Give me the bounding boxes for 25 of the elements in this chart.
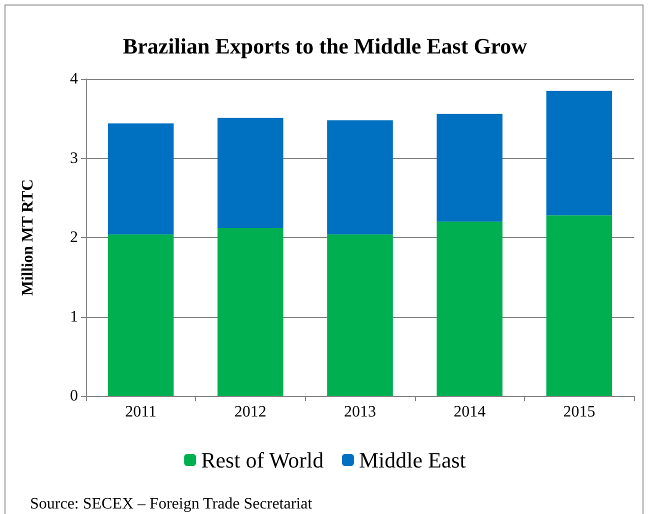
y-tick-label: 3 bbox=[70, 150, 78, 167]
bar bbox=[108, 123, 174, 234]
x-tick-label: 2014 bbox=[454, 404, 486, 420]
x-tick-label: 2012 bbox=[234, 404, 266, 420]
legend-label: Middle East bbox=[358, 448, 466, 472]
bar bbox=[218, 228, 284, 396]
x-tick-label: 2011 bbox=[125, 404, 157, 420]
y-axis-title: Million MT RTC bbox=[20, 179, 36, 296]
y-tick-label: 2 bbox=[70, 229, 78, 246]
bar bbox=[436, 114, 502, 222]
bar bbox=[218, 118, 284, 228]
bar bbox=[327, 120, 393, 234]
x-tick-label: 2013 bbox=[344, 404, 376, 420]
bar bbox=[108, 234, 174, 396]
x-tick-label: 2015 bbox=[563, 404, 596, 420]
chart-title: Brazilian Exports to the Middle East Grow bbox=[122, 34, 528, 58]
bar bbox=[546, 90, 612, 216]
bar bbox=[327, 234, 393, 396]
source-note: Source: SECEX – Foreign Trade Secretariat bbox=[30, 496, 313, 512]
bar bbox=[546, 215, 612, 396]
legend-label: Rest of World bbox=[201, 448, 324, 472]
y-tick-label: 1 bbox=[70, 308, 78, 326]
y-tick-label: 0 bbox=[70, 388, 78, 404]
bar bbox=[436, 222, 502, 396]
y-tick-label: 4 bbox=[70, 70, 78, 88]
